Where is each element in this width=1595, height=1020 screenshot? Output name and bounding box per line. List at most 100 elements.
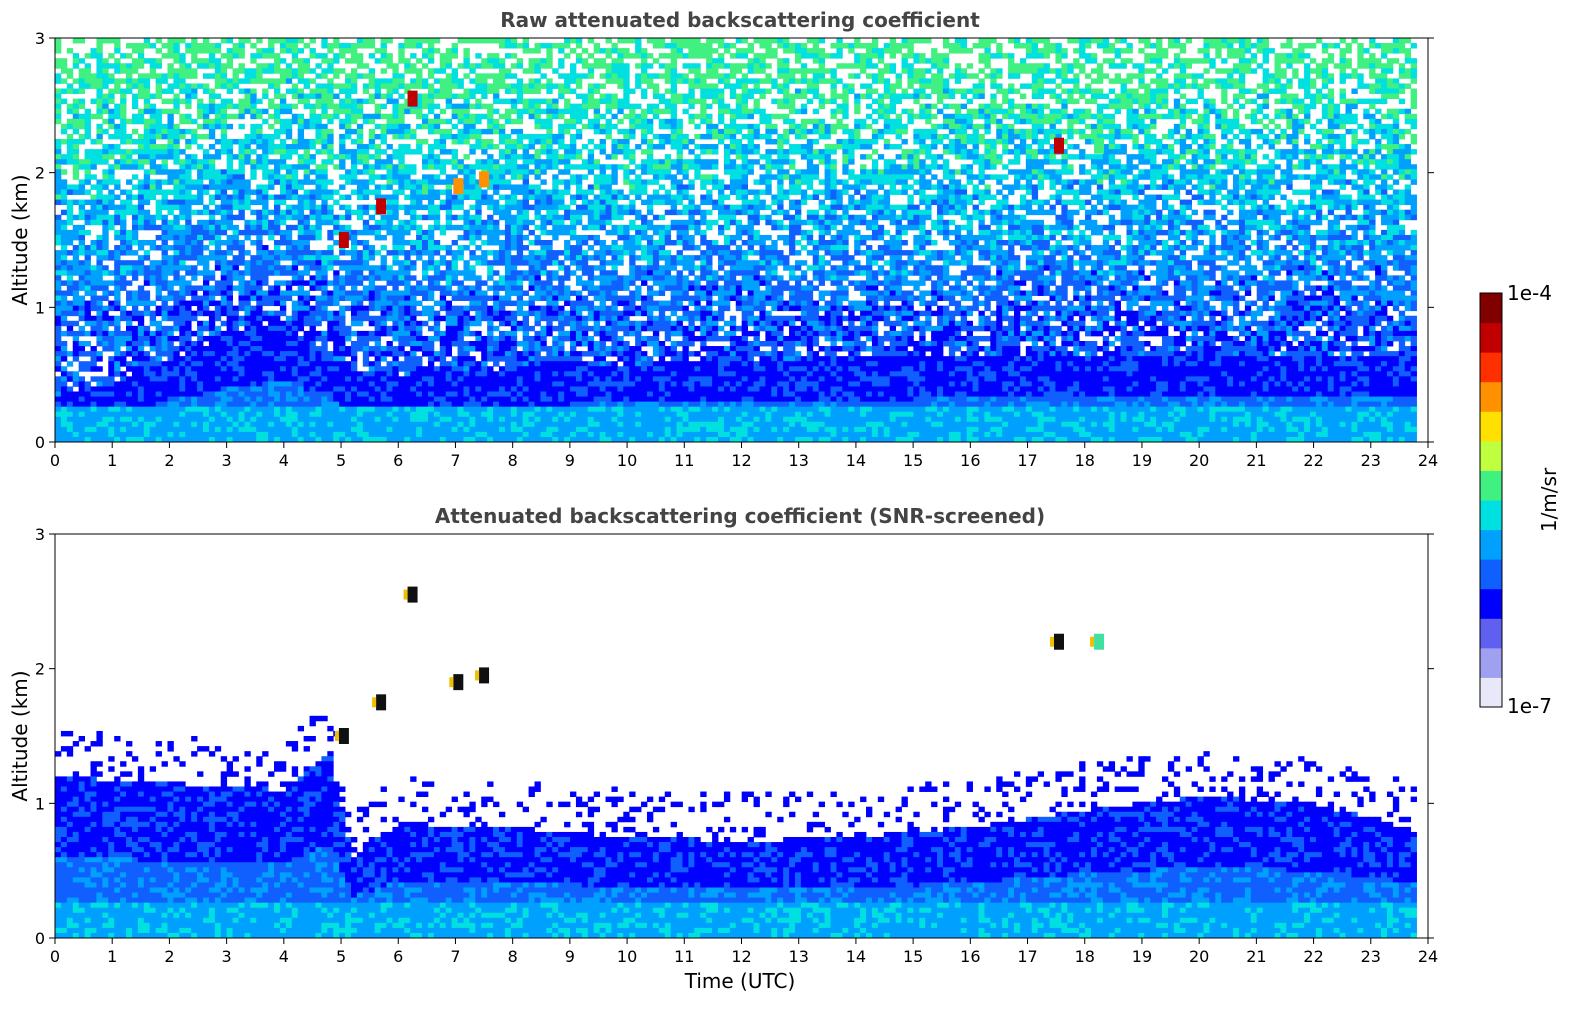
heatmap-cell	[392, 209, 399, 216]
heatmap-cell	[356, 63, 364, 69]
heatmap-cell	[60, 224, 68, 231]
heatmap-cell	[191, 159, 198, 165]
heatmap-cell	[84, 260, 91, 266]
heatmap-cell	[120, 265, 127, 271]
heatmap-cell	[262, 204, 269, 211]
heatmap-cell	[463, 295, 470, 301]
heatmap-cell	[279, 194, 287, 200]
heatmap-cell	[256, 189, 263, 195]
heatmap-cell	[66, 68, 74, 74]
heatmap-cell	[333, 411, 340, 418]
heatmap-cell	[362, 391, 370, 397]
heatmap-cell	[268, 295, 275, 301]
heatmap-cell	[386, 204, 393, 211]
heatmap-cell	[173, 174, 180, 180]
heatmap-cell	[487, 128, 494, 135]
heatmap-cell	[60, 154, 68, 160]
heatmap-cell	[422, 351, 429, 357]
heatmap-cell	[274, 431, 281, 438]
heatmap-cell	[185, 250, 192, 256]
heatmap-cell	[238, 280, 245, 286]
heatmap-cell	[120, 391, 127, 397]
heatmap-cell	[102, 174, 109, 180]
heatmap-cell	[309, 366, 316, 372]
heatmap-cell	[96, 123, 103, 130]
heatmap-cell	[214, 189, 222, 195]
heatmap-cell	[131, 58, 139, 64]
heatmap-cell	[504, 133, 512, 140]
heatmap-cell	[362, 376, 370, 382]
heatmap-cell	[131, 174, 139, 180]
heatmap-cell	[433, 179, 441, 185]
heatmap-cell	[516, 88, 524, 94]
heatmap-cell	[114, 401, 121, 408]
heatmap-cell	[380, 58, 387, 64]
heatmap-cell	[350, 98, 358, 105]
heatmap-cell	[274, 376, 281, 382]
heatmap-cell	[350, 401, 358, 408]
heatmap-cell	[120, 189, 127, 195]
heatmap-cell	[114, 113, 121, 120]
heatmap-cell	[126, 245, 133, 251]
heatmap-cell	[55, 250, 62, 256]
heatmap-cell	[392, 133, 399, 140]
heatmap-cell	[392, 260, 399, 266]
heatmap-cell	[256, 320, 263, 327]
heatmap-cell	[315, 346, 322, 352]
heatmap-cell	[380, 431, 387, 438]
heatmap-cell	[226, 245, 233, 251]
heatmap-cell	[445, 73, 453, 79]
heatmap-cell	[179, 265, 186, 271]
heatmap-cell	[250, 376, 257, 382]
heatmap-cell	[457, 93, 464, 99]
heatmap-cell	[66, 416, 74, 423]
heatmap-cell	[451, 224, 458, 231]
heatmap-cell	[285, 214, 293, 221]
heatmap-cell	[126, 88, 133, 94]
heatmap-cell	[368, 391, 376, 397]
heatmap-cell	[161, 43, 168, 49]
heatmap-cell	[516, 371, 524, 377]
heatmap-cell	[173, 320, 180, 327]
heatmap-cell	[66, 229, 74, 236]
heatmap-cell	[114, 396, 121, 402]
heatmap-cell	[362, 63, 370, 69]
heatmap-cell	[274, 128, 281, 135]
heatmap-cell	[510, 315, 518, 322]
heatmap-cell	[481, 310, 488, 317]
heatmap-cell	[90, 275, 97, 281]
heatmap-cell	[114, 255, 121, 261]
heatmap-cell	[291, 346, 299, 352]
heatmap-cell	[102, 406, 109, 413]
heatmap-cell	[262, 416, 269, 423]
heatmap-cell	[339, 154, 346, 160]
heatmap-cell	[220, 270, 228, 276]
heatmap-cell	[167, 305, 174, 312]
heatmap-cell	[380, 149, 387, 155]
heatmap-cell	[78, 58, 85, 64]
heatmap-cell	[208, 351, 216, 357]
heatmap-cell	[445, 179, 453, 185]
heatmap-cell	[179, 128, 186, 135]
heatmap-cell	[102, 280, 109, 286]
heatmap-cell	[120, 315, 127, 322]
heatmap-cell	[120, 128, 127, 135]
heatmap-cell	[510, 411, 518, 418]
heatmap-cell	[114, 325, 121, 332]
heatmap-cell	[120, 93, 127, 99]
heatmap-cell	[368, 330, 376, 337]
heatmap-cell	[469, 234, 476, 241]
heatmap-cell	[143, 325, 151, 332]
heatmap-cell	[510, 386, 518, 392]
heatmap-cell	[315, 295, 322, 301]
heatmap-cell	[321, 250, 328, 256]
heatmap-cell	[404, 38, 411, 44]
heatmap-cell	[274, 391, 281, 397]
heatmap-cell	[60, 396, 68, 402]
heatmap-cell	[475, 38, 482, 44]
heatmap-cell	[102, 229, 109, 236]
heatmap-cell	[262, 139, 269, 145]
heatmap-cell	[131, 128, 139, 135]
heatmap-cell	[66, 411, 74, 418]
heatmap-cell	[197, 194, 204, 200]
